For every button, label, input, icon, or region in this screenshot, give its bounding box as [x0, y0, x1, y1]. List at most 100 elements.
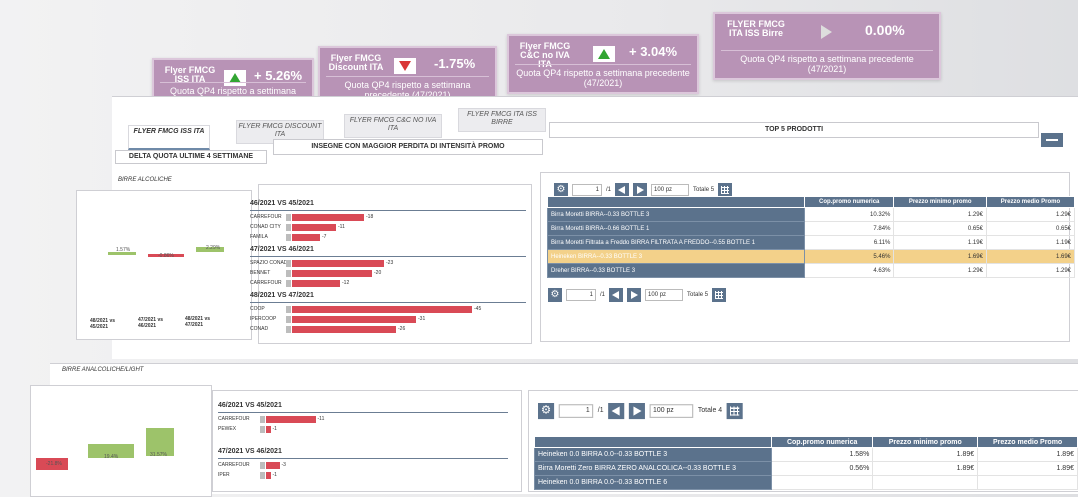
- kpi-card-cc[interactable]: Flyer FMCG C&C no IVA ITA + 3.04% Quota …: [507, 34, 699, 94]
- export-icon[interactable]: [718, 183, 733, 197]
- prev-page-button[interactable]: [608, 403, 625, 420]
- tab-cc-no-iva[interactable]: FLYER FMCG C&C NO IVA ITA: [344, 114, 442, 138]
- table-row[interactable]: Birra Moretti BIRRA--0.66 BOTTLE 1 7.84% 0…: [547, 221, 1076, 236]
- bar-baseline: [286, 326, 291, 333]
- kpi-subtitle: Quota QP4 rispetto a settimana precedent…: [326, 76, 489, 100]
- top5-table: Cop.promo numerica Prezzo minimo promo P…: [534, 436, 1078, 490]
- avg-price-cell: 1.89€: [977, 461, 1078, 476]
- prev-page-button[interactable]: [609, 288, 624, 302]
- page-input[interactable]: 1: [558, 404, 594, 418]
- bar-value: -7: [322, 234, 327, 240]
- table-row[interactable]: Heineken BIRRA--0.33 BOTTLE 3 5.46% 1.69€ 1…: [547, 249, 1076, 264]
- row-label: COOP: [250, 306, 265, 312]
- bar[interactable]: [292, 316, 416, 323]
- kpi-title: FLYER FMCG ITA ISS Birre: [727, 19, 785, 38]
- column-header[interactable]: Prezzo medio Promo: [985, 196, 1076, 208]
- bar[interactable]: [292, 260, 384, 267]
- pager-bottom: ⚙ 1 /1 100 pz Totale 5: [548, 288, 727, 302]
- coverage-cell: 5.46%: [803, 249, 895, 264]
- coverage-cell: 10.32%: [803, 207, 895, 222]
- total-pages: /1: [606, 187, 612, 193]
- bar[interactable]: [266, 472, 271, 479]
- bar[interactable]: [292, 224, 336, 231]
- avg-price-cell: 1.89€: [977, 447, 1078, 462]
- bar-baseline: [286, 234, 291, 241]
- bar-baseline: [286, 260, 291, 267]
- bar[interactable]: [292, 234, 320, 241]
- total-pages: /1: [597, 407, 604, 415]
- delta-axis-label: 48/2021 vs 47/2021: [185, 316, 211, 328]
- table-row[interactable]: Birra Moretti Zero BIRRA ZERO ANALCOLICA…: [534, 461, 1078, 476]
- min-price-cell: 1.69€: [893, 249, 987, 264]
- group-title: 47/2021 VS 46/2021: [250, 246, 314, 253]
- product-name: Heineken 0.0 BIRRA 0.0--0.33 BOTTLE 3: [534, 447, 772, 462]
- bar[interactable]: [266, 462, 280, 469]
- avg-price-cell: 1.19€: [985, 235, 1076, 250]
- per-page-select[interactable]: 100 pz: [645, 289, 684, 301]
- bar-value: -31: [418, 316, 426, 322]
- row-label: CARREFOUR: [218, 416, 250, 422]
- next-page-button[interactable]: [633, 183, 648, 197]
- group-title: 47/2021 VS 46/2021: [218, 448, 282, 455]
- row-label: PEWEX: [218, 426, 237, 432]
- coverage-cell: 6.11%: [803, 235, 895, 250]
- prev-page-button[interactable]: [615, 183, 630, 197]
- delta-bar: [108, 252, 136, 255]
- page-input[interactable]: 1: [566, 289, 596, 301]
- table-row[interactable]: Birra Moretti Filtrata a Freddo BIRRA FI…: [547, 235, 1076, 250]
- bar[interactable]: [292, 326, 396, 333]
- group-divider: [250, 302, 526, 303]
- bar-baseline: [286, 306, 291, 313]
- kpi-card-birre[interactable]: FLYER FMCG ITA ISS Birre 0.00% Quota QP4…: [713, 12, 941, 80]
- per-page-select[interactable]: 100 pz: [649, 404, 694, 418]
- bar-baseline: [260, 426, 265, 433]
- export-icon[interactable]: [726, 403, 743, 420]
- bar[interactable]: [292, 280, 340, 287]
- gear-icon[interactable]: ⚙: [554, 183, 568, 197]
- insegne-header: INSEGNE CON MAGGIOR PERDITA DI INTENSITÀ…: [273, 139, 543, 155]
- row-label: CONAD CITY: [250, 224, 281, 230]
- coverage-cell: 4.63%: [803, 263, 895, 278]
- bar[interactable]: [292, 306, 472, 313]
- bar-value: -1: [272, 426, 277, 432]
- next-page-button[interactable]: [628, 403, 645, 420]
- kpi-value: + 5.26%: [254, 68, 303, 83]
- export-icon[interactable]: [712, 288, 727, 302]
- table-row[interactable]: Dreher BIRRA--0.33 BOTTLE 3 4.63% 1.29€ 1.2…: [547, 263, 1076, 278]
- table-row[interactable]: Birra Moretti BIRRA--0.33 BOTTLE 3 10.32%…: [547, 207, 1076, 222]
- column-header[interactable]: Prezzo medio Promo: [977, 436, 1078, 448]
- bar[interactable]: [266, 426, 271, 433]
- column-header[interactable]: Cop.promo numerica: [770, 436, 874, 448]
- bar-value: -18: [366, 214, 374, 220]
- next-page-button[interactable]: [627, 288, 642, 302]
- bar-value: -3: [281, 462, 286, 468]
- bar[interactable]: [292, 270, 372, 277]
- delta-axis-label: 47/2021 vs 46/2021: [138, 317, 164, 329]
- column-header[interactable]: Prezzo minimo promo: [893, 196, 987, 208]
- section-label: BIRRE ANALCOLICHE/LIGHT: [62, 367, 144, 373]
- bar-baseline: [286, 270, 291, 277]
- group-divider: [250, 256, 526, 257]
- row-label: FAMILA: [250, 234, 268, 240]
- page-input[interactable]: 1: [572, 184, 602, 196]
- delta-bar: [36, 458, 68, 470]
- tab-iss-birre[interactable]: FLYER FMCG ITA ISS BIRRE: [458, 108, 546, 132]
- kpi-value: -1.75%: [434, 56, 476, 71]
- gear-icon[interactable]: ⚙: [548, 288, 562, 302]
- product-name: Birra Moretti Filtrata a Freddo BIRRA FI…: [547, 235, 805, 250]
- gear-icon[interactable]: ⚙: [538, 403, 555, 420]
- tab-iss-ita[interactable]: FLYER FMCG ISS ITA: [128, 125, 210, 150]
- bar[interactable]: [266, 416, 316, 423]
- bar[interactable]: [292, 214, 364, 221]
- min-price-cell: 0.65€: [893, 221, 987, 236]
- column-header[interactable]: Prezzo minimo promo: [872, 436, 979, 448]
- column-header[interactable]: Cop.promo numerica: [803, 196, 895, 208]
- per-page-select[interactable]: 100 pz: [651, 184, 690, 196]
- pager-top: ⚙ 1 /1 100 pz Totale 4: [538, 403, 743, 420]
- collapse-button[interactable]: [1041, 133, 1063, 147]
- table-corner: [547, 196, 805, 208]
- table-row[interactable]: Heineken 0.0 BIRRA 0.0--0.33 BOTTLE 3 1.5…: [534, 447, 1078, 462]
- delta-bar: [148, 254, 184, 257]
- bar-baseline: [286, 214, 291, 221]
- total-count: Totale 5: [693, 187, 715, 193]
